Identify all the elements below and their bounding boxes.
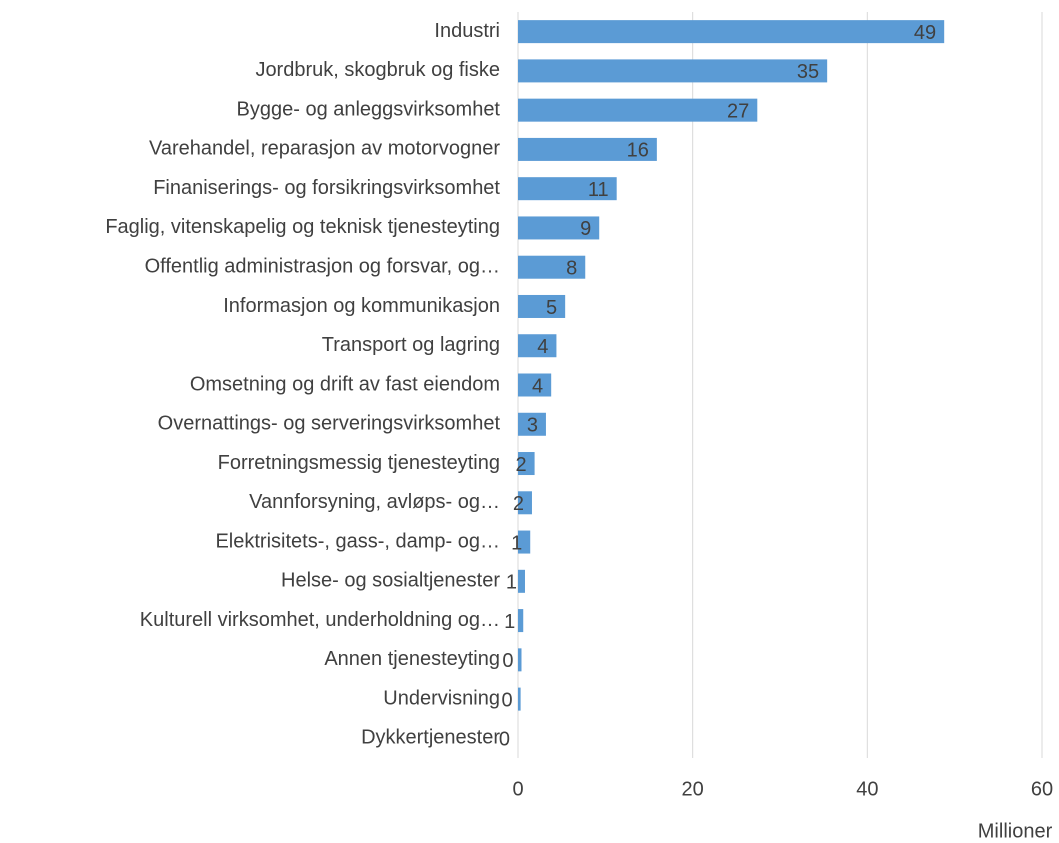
data-label: 4 xyxy=(537,336,548,358)
y-tick-label: Undervisning xyxy=(383,687,500,709)
bar xyxy=(518,137,657,161)
y-tick-label: Kulturell virksomhet, underholdning og… xyxy=(140,609,500,631)
data-label: 1 xyxy=(511,532,522,554)
bar xyxy=(518,491,532,515)
x-axis-label: Millioner xyxy=(978,820,1053,842)
y-tick-label: Omsetning og drift av fast eiendom xyxy=(190,373,500,395)
data-label: 4 xyxy=(532,375,543,397)
data-label: 1 xyxy=(504,611,515,633)
y-tick-label: Dykkertjenester xyxy=(361,727,500,749)
bar xyxy=(518,452,535,476)
data-label: 3 xyxy=(527,415,538,437)
data-label: 35 xyxy=(797,61,819,83)
bar xyxy=(518,412,546,436)
data-label: 0 xyxy=(499,729,510,751)
data-label: 2 xyxy=(513,493,524,515)
x-tick-label: 60 xyxy=(1031,778,1053,800)
x-tick-label: 40 xyxy=(856,778,878,800)
data-label: 2 xyxy=(515,454,526,476)
data-label: 11 xyxy=(588,179,609,201)
y-tick-label: Finaniserings- og forsikringsvirksomhet xyxy=(153,177,500,199)
y-tick-label: Annen tjenesteyting xyxy=(324,648,500,670)
y-tick-label: Industri xyxy=(434,20,500,42)
y-tick-label: Jordbruk, skogbruk og fiske xyxy=(255,59,500,81)
data-label: 16 xyxy=(627,140,649,162)
bar xyxy=(518,569,525,593)
y-tick-label: Informasjon og kommunikasjon xyxy=(223,295,500,317)
bar xyxy=(518,334,557,358)
data-label: 0 xyxy=(502,650,513,672)
y-tick-label: Offentlig administrasjon og forsvar, og… xyxy=(145,255,500,277)
bar xyxy=(518,687,521,711)
bar xyxy=(518,216,600,240)
y-tick-label: Varehandel, reparasjon av motorvogner xyxy=(149,138,500,160)
y-tick-label: Faglig, vitenskapelig og teknisk tjenest… xyxy=(105,216,500,238)
data-label: 0 xyxy=(501,689,512,711)
bar xyxy=(518,530,531,554)
y-tick-label: Elektrisitets-, gass-, damp- og… xyxy=(215,530,500,552)
bar xyxy=(518,255,586,279)
y-tick-label: Vannforsyning, avløps- og… xyxy=(249,491,500,513)
bar xyxy=(518,648,522,672)
y-tick-label: Transport og lagring xyxy=(322,334,500,356)
bar xyxy=(518,177,617,201)
y-tick-label: Bygge- og anleggsvirksomhet xyxy=(237,98,501,120)
data-label: 1 xyxy=(506,572,517,594)
bar xyxy=(518,20,945,44)
bar xyxy=(518,59,828,83)
x-tick-label: 20 xyxy=(682,778,704,800)
data-label: 27 xyxy=(727,100,749,122)
bar xyxy=(518,373,552,397)
bar xyxy=(518,98,758,122)
data-label: 49 xyxy=(914,22,936,44)
y-tick-label: Helse- og sosialtjenester xyxy=(281,570,500,592)
bar xyxy=(518,609,524,633)
data-label: 8 xyxy=(566,257,577,279)
y-tick-label: Overnattings- og serveringsvirksomhet xyxy=(158,413,501,435)
y-tick-label: Forretningsmessig tjenesteyting xyxy=(218,452,500,474)
data-label: 9 xyxy=(580,218,591,240)
bar xyxy=(518,294,566,318)
data-label: 5 xyxy=(546,297,557,319)
x-tick-label: 0 xyxy=(512,778,523,800)
